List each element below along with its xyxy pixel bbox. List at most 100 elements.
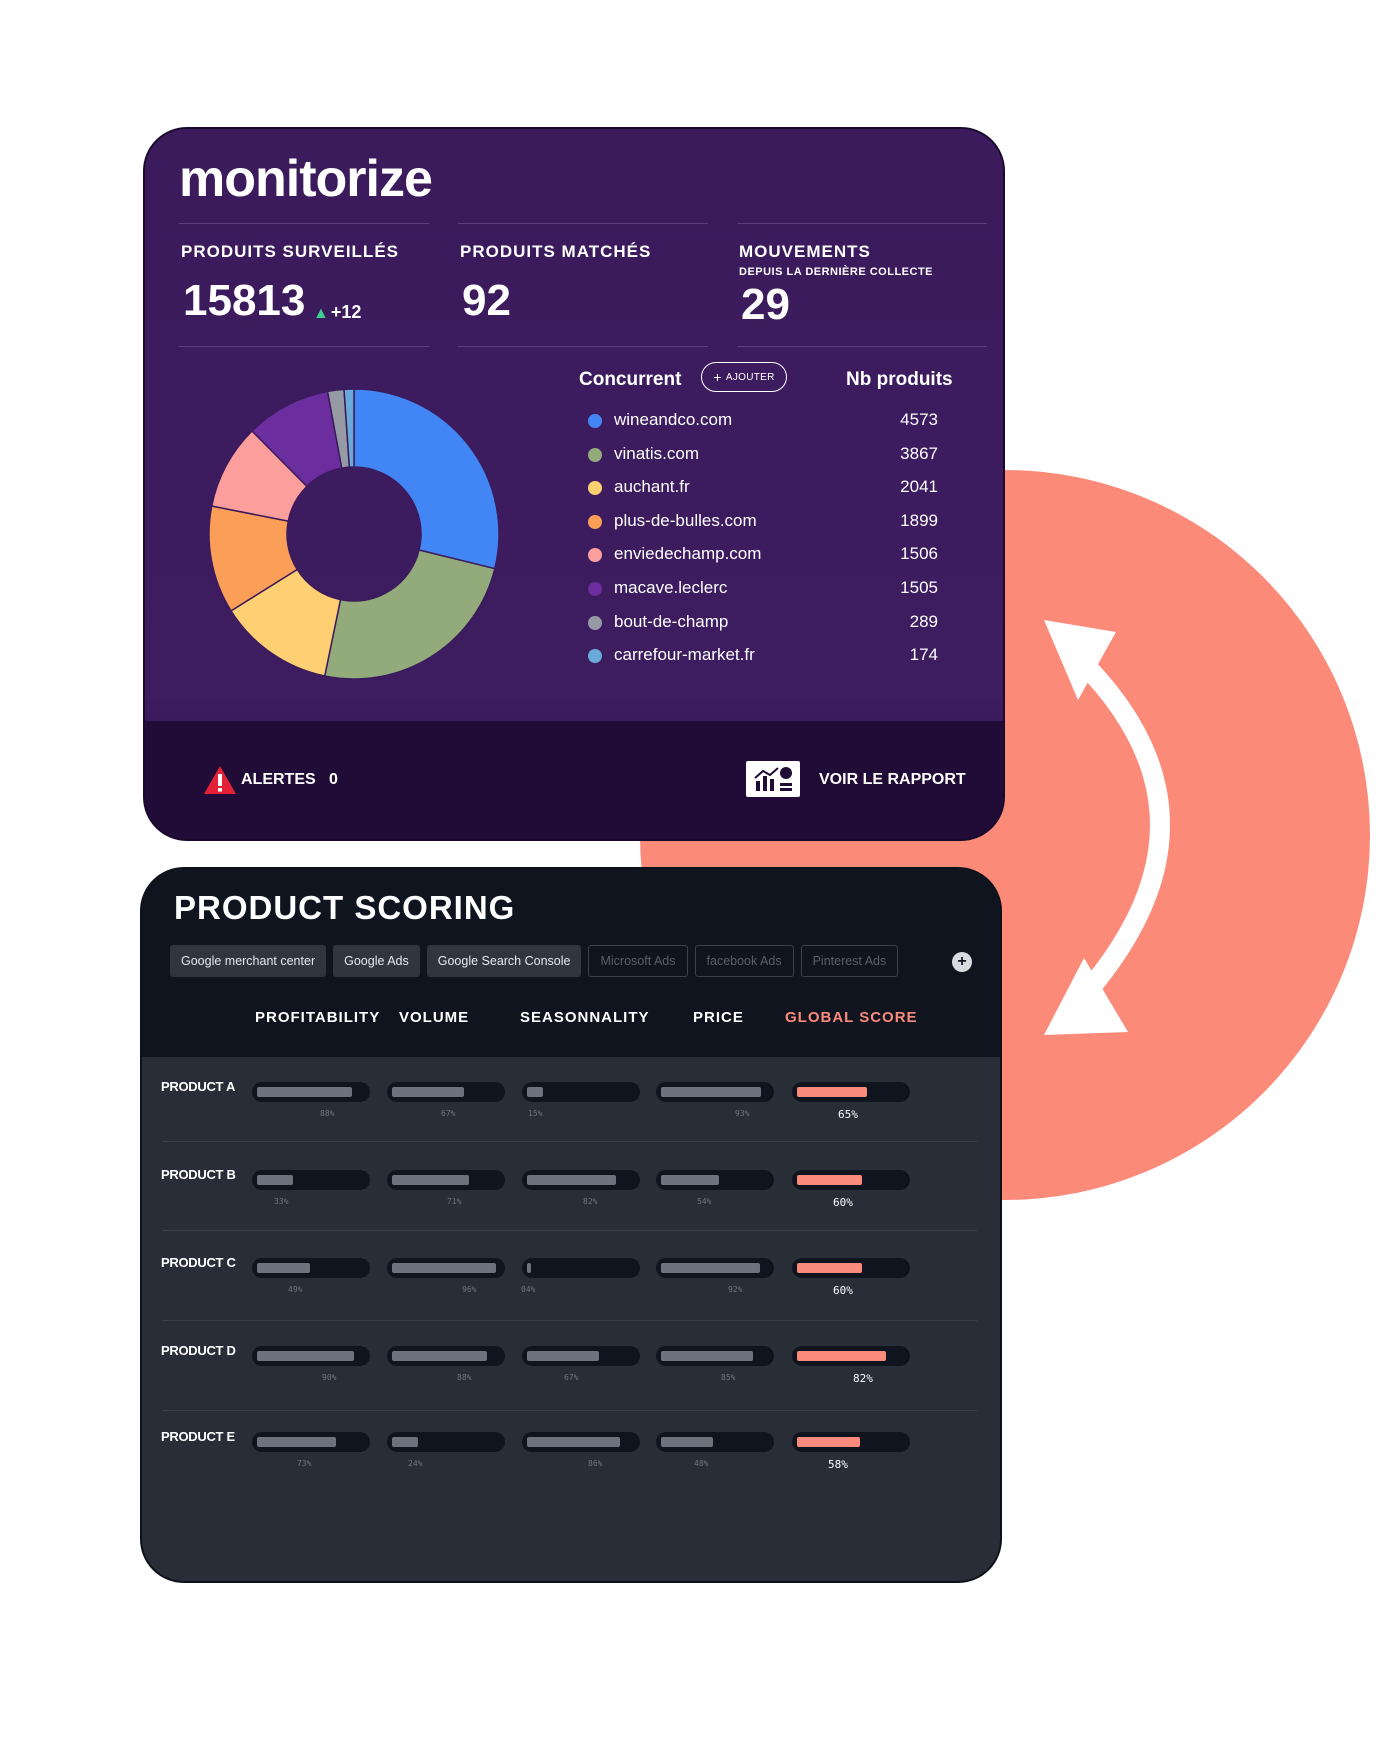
score-bar-fill bbox=[797, 1437, 860, 1447]
legend-label: wineandco.com bbox=[614, 410, 733, 429]
score-bar bbox=[522, 1170, 640, 1190]
score-bar bbox=[522, 1258, 640, 1278]
source-tab[interactable]: Google Ads bbox=[333, 945, 420, 977]
legend-dot bbox=[588, 414, 602, 428]
donut-slice-vinatis.com bbox=[323, 549, 496, 680]
score-bar-fill bbox=[257, 1351, 355, 1361]
sync-arrows-icon bbox=[1044, 620, 1170, 1035]
col-seasonnality: SEASONNALITY bbox=[520, 1009, 650, 1026]
score-value: 04% bbox=[521, 1285, 536, 1294]
legend-value: 1506 bbox=[900, 544, 938, 564]
alerts-label[interactable]: ALERTES bbox=[241, 771, 316, 788]
product-name: PRODUCT A bbox=[161, 1079, 236, 1094]
legend-row: carrefour-market.fr 174 bbox=[578, 641, 938, 675]
add-source-button[interactable]: + bbox=[952, 952, 972, 972]
score-bar bbox=[387, 1170, 505, 1190]
add-competitor-button[interactable]: + AJOUTER bbox=[701, 362, 787, 392]
alert-triangle-icon bbox=[204, 766, 236, 794]
legend-row: enviedechamp.com 1506 bbox=[578, 540, 938, 574]
stat-mouvements: MOUVEMENTS DEPUIS LA DERNIÈRE COLLECTE 2… bbox=[737, 223, 987, 347]
score-bar bbox=[656, 1258, 774, 1278]
global-score-value: 60% bbox=[833, 1284, 853, 1297]
score-bar-fill bbox=[527, 1087, 544, 1097]
score-bar-fill bbox=[392, 1263, 496, 1273]
legend-value: 289 bbox=[909, 611, 938, 631]
donut-slice-carrefour-market.fr bbox=[343, 388, 355, 468]
score-value: 48% bbox=[694, 1459, 709, 1468]
legend-value: 1899 bbox=[900, 510, 938, 530]
score-bar bbox=[387, 1082, 505, 1102]
legend-label: vinatis.com bbox=[614, 443, 700, 463]
product-name: PRODUCT E bbox=[161, 1429, 235, 1444]
score-value: 82% bbox=[583, 1197, 598, 1206]
score-value: 15% bbox=[528, 1109, 543, 1118]
legend-dot bbox=[588, 548, 602, 563]
score-bar bbox=[387, 1258, 505, 1278]
stat-value: 15813 bbox=[183, 276, 306, 325]
score-bar bbox=[387, 1432, 505, 1452]
source-tab[interactable]: Google Search Console bbox=[426, 945, 582, 977]
legend-value: 4573 bbox=[900, 410, 938, 429]
legend-label: carrefour-market.fr bbox=[614, 645, 755, 665]
stat-value: 92 bbox=[462, 276, 511, 325]
view-report-link[interactable]: VOIR LE RAPPORT bbox=[819, 771, 966, 788]
source-tab[interactable]: Pinterest Ads bbox=[800, 945, 899, 977]
global-score-value: 65% bbox=[838, 1108, 858, 1121]
score-bar-fill bbox=[797, 1351, 886, 1361]
source-tab[interactable]: Google merchant center bbox=[170, 945, 327, 977]
score-bar bbox=[252, 1170, 370, 1190]
legend-header-concurrent: Concurrent bbox=[579, 369, 682, 390]
score-bar-fill bbox=[257, 1263, 310, 1273]
global-score-bar bbox=[792, 1432, 910, 1452]
legend-value: 1505 bbox=[900, 577, 938, 597]
product-name: PRODUCT B bbox=[161, 1167, 236, 1182]
row-separator bbox=[162, 1141, 977, 1142]
stat-value: 29 bbox=[741, 280, 790, 329]
score-value: 49% bbox=[288, 1285, 303, 1294]
score-bar bbox=[522, 1082, 640, 1102]
legend-row: auchant.fr 2041 bbox=[578, 473, 938, 507]
score-bar-fill bbox=[797, 1087, 868, 1097]
monitorize-card: monitorize PRODUITS SURVEILLÉS 15813 ▲ +1… bbox=[143, 127, 1005, 841]
score-bar-fill bbox=[257, 1087, 353, 1097]
score-bar-fill bbox=[392, 1175, 469, 1185]
stat-label: PRODUITS MATCHÉS bbox=[460, 242, 652, 261]
source-tab[interactable]: facebook Ads bbox=[694, 945, 794, 977]
global-score-value: 58% bbox=[828, 1458, 848, 1471]
score-value: 93% bbox=[735, 1109, 750, 1118]
score-bar-fill bbox=[661, 1437, 713, 1447]
score-value: 67% bbox=[564, 1373, 579, 1382]
stat-sublabel: DEPUIS LA DERNIÈRE COLLECTE bbox=[739, 266, 933, 278]
score-bar-fill bbox=[392, 1351, 488, 1361]
score-bar bbox=[252, 1432, 370, 1452]
legend-dot bbox=[588, 649, 602, 664]
score-bar-fill bbox=[797, 1175, 862, 1185]
score-value: 90% bbox=[322, 1373, 337, 1382]
score-bar bbox=[656, 1170, 774, 1190]
col-volume: VOLUME bbox=[399, 1009, 470, 1026]
legend-label: auchant.fr bbox=[614, 477, 690, 497]
report-chart-icon[interactable] bbox=[746, 761, 800, 797]
stat-delta-value: +12 bbox=[330, 302, 362, 322]
monitorize-logo: monitorize bbox=[179, 150, 433, 208]
legend-dot bbox=[588, 581, 602, 596]
score-value: 85% bbox=[721, 1373, 736, 1382]
score-bar bbox=[656, 1432, 774, 1452]
legend-row: macave.leclerc 1505 bbox=[578, 574, 938, 608]
arrow-up-icon: ▲ bbox=[313, 305, 329, 322]
score-bar bbox=[656, 1346, 774, 1366]
global-score-bar bbox=[792, 1082, 910, 1102]
source-tab[interactable]: Microsoft Ads bbox=[588, 945, 688, 977]
global-score-bar bbox=[792, 1170, 910, 1190]
score-bar-fill bbox=[661, 1351, 753, 1361]
legend-dot bbox=[588, 481, 602, 496]
stat-label: MOUVEMENTS bbox=[739, 242, 871, 261]
score-bar bbox=[387, 1346, 505, 1366]
stat-label: PRODUITS SURVEILLÉS bbox=[181, 242, 399, 261]
score-value: 24% bbox=[408, 1459, 423, 1468]
legend-label: macave.leclerc bbox=[614, 577, 728, 597]
score-bar-fill bbox=[797, 1263, 862, 1273]
legend-label: plus-de-bulles.com bbox=[614, 510, 757, 530]
competitor-legend: wineandco.com 4573 vinatis.com 3867 auchant.… bbox=[578, 406, 938, 675]
score-bar-fill bbox=[661, 1087, 762, 1097]
